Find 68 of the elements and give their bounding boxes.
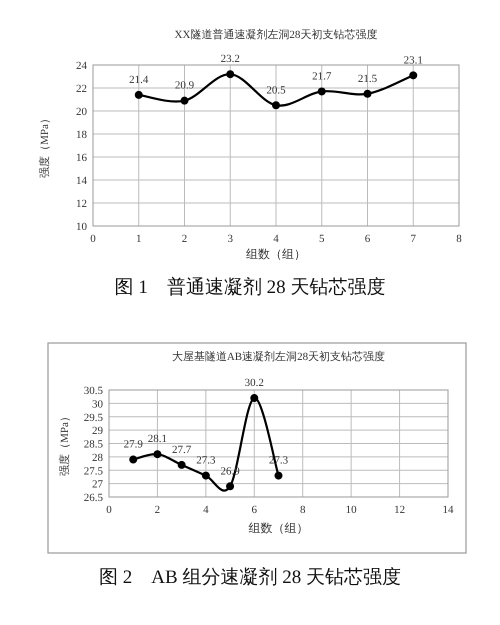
y-tick-label: 18 [76,129,88,141]
data-label: 27.9 [124,438,144,451]
x-tick-label: 3 [228,233,234,245]
x-tick-label: 4 [203,504,210,516]
x-tick-label: 12 [394,504,406,516]
point [180,96,188,105]
y-tick-label: 20 [76,106,88,118]
x-tick-label: 2 [154,504,160,516]
x-tick-label: 6 [364,233,371,245]
y-axis-title: 强度（MPa） [38,113,51,178]
x-tick-label: 8 [456,233,462,245]
data-label: 28.1 [148,433,168,446]
y-axis-title: 强度（MPa） [58,411,71,476]
data-label: 27.3 [196,454,216,467]
data-label: 21.5 [358,72,378,85]
y-tick-label: 30 [92,398,104,410]
y-tick-label: 27.5 [84,465,104,478]
point [129,456,138,464]
y-tick-label: 10 [76,221,88,233]
point [178,460,186,469]
point [202,472,210,480]
chart-title: 大屋基隧道AB速凝剂左洞28天初支钻芯强度 [172,350,386,363]
point [226,482,234,490]
data-label: 23.2 [220,53,240,66]
y-tick-label: 28.5 [84,438,104,450]
y-tick-label: 26.5 [84,492,104,504]
data-label: 20.9 [174,80,195,92]
x-tick-label: 0 [90,233,96,245]
y-tick-label: 29.5 [84,412,104,424]
y-tick-label: 24 [76,60,88,72]
y-tick-label: 30.5 [84,385,104,397]
x-axis-title: 组数（组） [246,247,306,261]
data-label: 27.7 [172,444,192,456]
point [134,90,143,99]
x-tick-label: 4 [273,233,280,245]
x-axis-title: 组数（组） [248,521,308,535]
data-label: 21.4 [129,74,149,86]
chart-title: XX隧道普通速凝剂左洞28天初支钻芯强度 [174,28,378,41]
point [226,70,234,78]
y-tick-label: 22 [76,83,87,95]
point [250,394,258,402]
point [153,450,162,458]
y-tick-label: 29 [92,425,104,438]
data-label: 23.1 [404,54,423,66]
x-tick-label: 6 [252,504,258,516]
data-label: 30.2 [244,377,264,390]
x-tick-label: 1 [136,233,142,245]
point [318,87,326,96]
x-tick-label: 5 [319,233,325,245]
y-tick-label: 14 [76,175,88,187]
x-tick-label: 14 [442,504,454,516]
y-tick-label: 27 [92,478,104,491]
point [364,90,372,98]
x-tick-label: 8 [300,504,306,516]
point [272,101,280,110]
y-tick-label: 28 [92,452,104,464]
data-label: 21.7 [312,70,332,82]
data-label: 20.5 [266,84,286,96]
x-tick-label: 2 [182,233,188,245]
y-tick-label: 12 [76,198,87,210]
caption: 图 2 AB 组分速凝剂 28 天钻芯强度 [99,566,401,588]
point [274,472,282,480]
caption: 图 1 普通速凝剂 28 天钻芯强度 [114,276,386,298]
x-tick-label: 10 [346,504,358,516]
y-tick-label: 16 [76,152,88,164]
x-tick-label: 7 [410,233,416,245]
point [409,71,418,80]
x-tick-label: 0 [106,504,112,516]
